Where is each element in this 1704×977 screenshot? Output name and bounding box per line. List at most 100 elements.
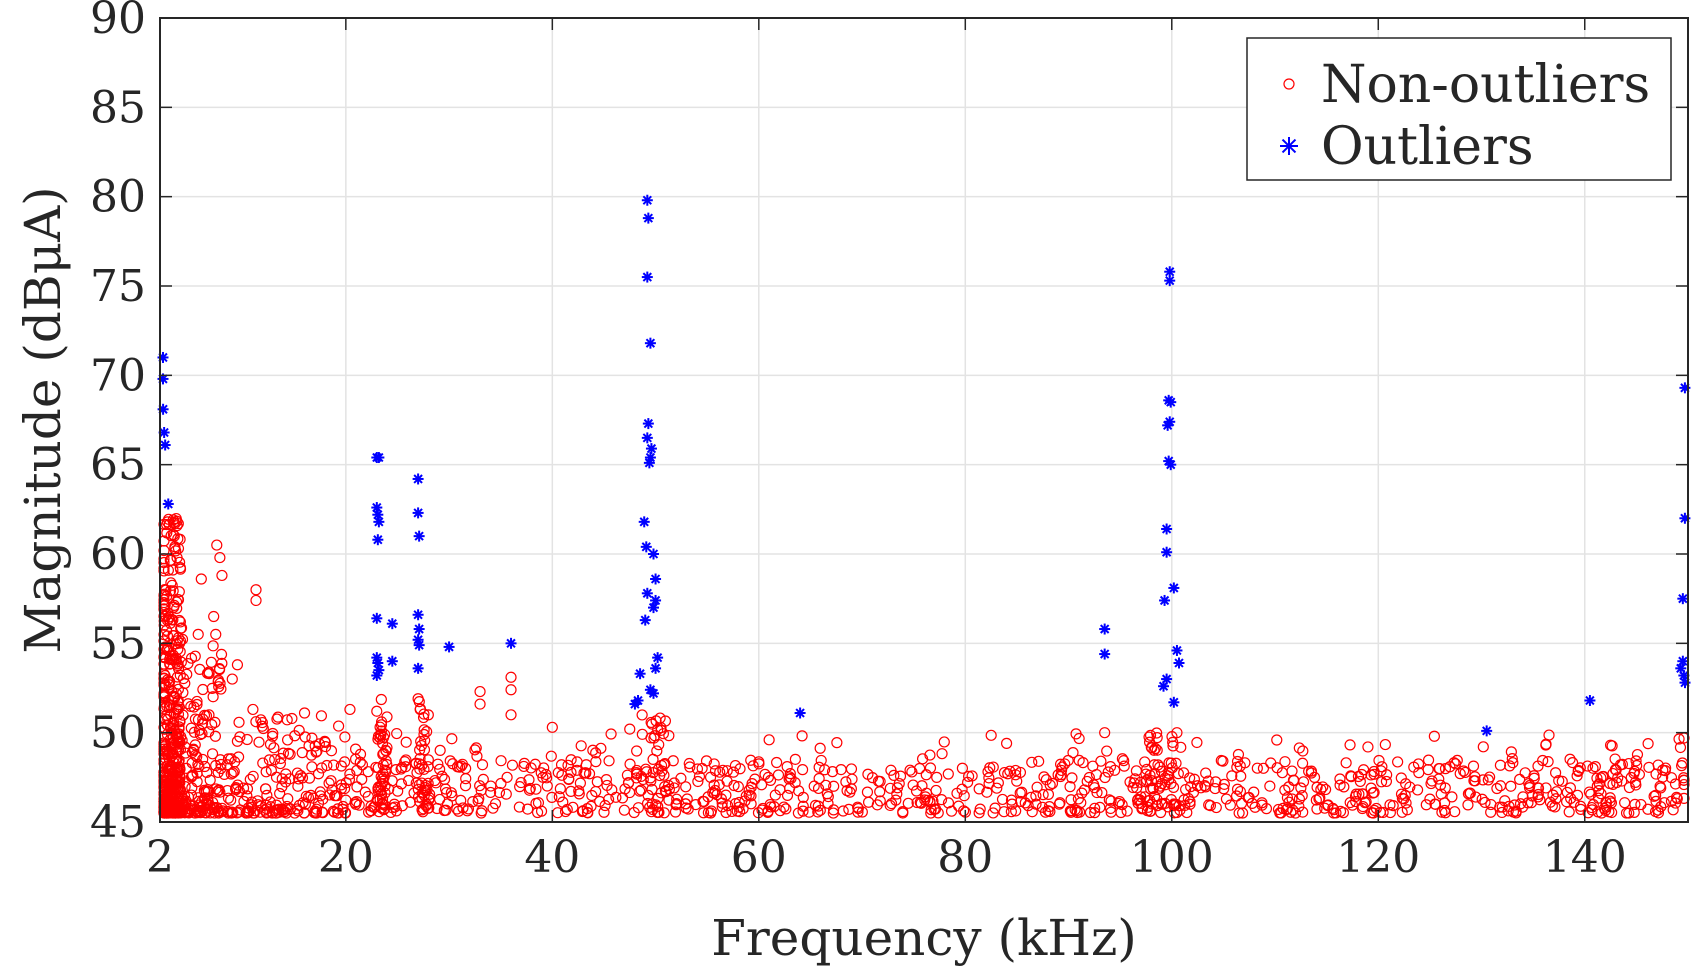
non-outlier-point: [658, 769, 670, 781]
non-outlier-point: [546, 791, 558, 803]
non-outlier-point: [1556, 775, 1568, 787]
non-outlier-point: [1353, 788, 1365, 800]
non-outlier-point: [469, 744, 481, 756]
non-outlier-point: [1354, 775, 1366, 788]
non-outlier-point: [942, 768, 954, 780]
non-outlier-point: [1365, 782, 1377, 794]
non-outlier-point: [1159, 779, 1171, 791]
non-outlier-point: [1540, 782, 1552, 794]
non-outlier-point: [1109, 764, 1121, 776]
non-outlier-point: [1293, 800, 1305, 813]
y-tick-label: 70: [90, 350, 146, 401]
non-outlier-point: [1630, 779, 1642, 791]
non-outlier-point: [831, 737, 843, 749]
non-outlier-point: [931, 771, 943, 783]
non-outlier-point: [652, 792, 664, 804]
non-outlier-point: [1037, 789, 1049, 801]
non-outlier-point: [1083, 771, 1095, 784]
outlier-point: [1677, 593, 1689, 605]
legend-label-outliers: Outliers: [1321, 117, 1534, 177]
non-outlier-point: [784, 771, 796, 783]
non-outlier-point: [973, 807, 985, 819]
non-outlier-point: [274, 787, 286, 800]
non-outlier-point: [1623, 757, 1635, 770]
non-outlier-point: [281, 714, 293, 726]
legend-marker-outliers: [1280, 137, 1298, 155]
non-outlier-point: [1167, 736, 1179, 748]
non-outlier-point: [1217, 755, 1229, 767]
non-outlier-point: [1482, 774, 1494, 786]
non-outlier-point: [1504, 760, 1516, 772]
non-outlier-point: [780, 803, 792, 815]
non-outlier-point: [210, 783, 222, 795]
non-outlier-point: [261, 789, 273, 801]
non-outlier-point: [226, 673, 238, 685]
non-outlier-point: [861, 786, 874, 798]
non-outlier-point: [1118, 760, 1130, 772]
non-outlier-point: [852, 801, 864, 813]
non-outlier-point: [412, 693, 424, 705]
non-outlier-point: [1279, 756, 1291, 768]
non-outlier-point: [477, 773, 489, 785]
non-outlier-point: [1070, 728, 1082, 740]
non-outlier-point: [925, 804, 937, 816]
non-outlier-point: [1046, 777, 1059, 790]
non-outlier-point: [1165, 777, 1177, 790]
non-outlier-point: [202, 804, 214, 816]
non-outlier-point: [1218, 783, 1230, 795]
non-outlier-point: [467, 796, 479, 808]
outlier-point: [1481, 725, 1493, 737]
non-outlier-point: [1476, 793, 1488, 805]
non-outlier-point: [173, 764, 185, 776]
non-outlier-point: [1395, 772, 1407, 784]
non-outlier-point: [170, 753, 182, 765]
non-outlier-point: [275, 752, 287, 765]
non-outlier-point: [162, 641, 175, 653]
outlier-point: [634, 668, 646, 680]
non-outlier-point: [587, 744, 599, 756]
non-outlier-point: [575, 740, 587, 752]
non-outlier-point: [1297, 745, 1309, 757]
non-outlier-point: [1116, 799, 1128, 811]
non-outlier-point: [515, 776, 527, 789]
non-outlier-point: [281, 734, 294, 746]
non-outlier-point: [707, 787, 719, 799]
non-outlier-point: [1411, 784, 1424, 796]
non-outlier-point: [1550, 793, 1562, 805]
non-outlier-point: [691, 763, 704, 775]
non-outlier-point: [1038, 771, 1050, 783]
non-outlier-point: [446, 790, 458, 802]
non-outlier-point: [250, 594, 262, 607]
non-outlier-point: [1630, 755, 1642, 767]
non-outlier-point: [1542, 756, 1554, 768]
non-outlier-point: [565, 754, 577, 766]
non-outlier-point: [1168, 798, 1180, 810]
non-outlier-point: [1449, 806, 1461, 818]
non-outlier-point: [529, 758, 541, 770]
non-outlier-point: [1139, 756, 1151, 768]
non-outlier-point: [400, 736, 412, 748]
outlier-point: [159, 439, 171, 451]
non-outlier-point: [167, 564, 179, 576]
non-outlier-point: [1517, 791, 1529, 803]
non-outlier-point: [846, 773, 858, 785]
non-outlier-point: [179, 780, 191, 793]
non-outlier-point: [213, 663, 226, 676]
outlier-point: [645, 443, 657, 455]
non-outlier-point: [1231, 755, 1244, 768]
non-outlier-point: [1000, 737, 1013, 749]
non-outlier-point: [311, 745, 323, 757]
non-outlier-point: [174, 616, 186, 628]
non-outlier-point: [399, 756, 411, 768]
non-outlier-point: [1629, 798, 1641, 810]
non-outlier-point: [309, 805, 321, 817]
non-outlier-point: [938, 736, 950, 748]
non-outlier-point: [634, 785, 646, 797]
non-outlier-point: [1191, 736, 1203, 749]
non-outlier-point: [222, 753, 235, 765]
x-tick-label: 100: [1130, 832, 1214, 883]
non-outlier-point: [356, 759, 369, 771]
non-outlier-point: [1612, 772, 1624, 784]
non-outlier-point: [1031, 781, 1043, 793]
non-outlier-point: [296, 747, 308, 759]
